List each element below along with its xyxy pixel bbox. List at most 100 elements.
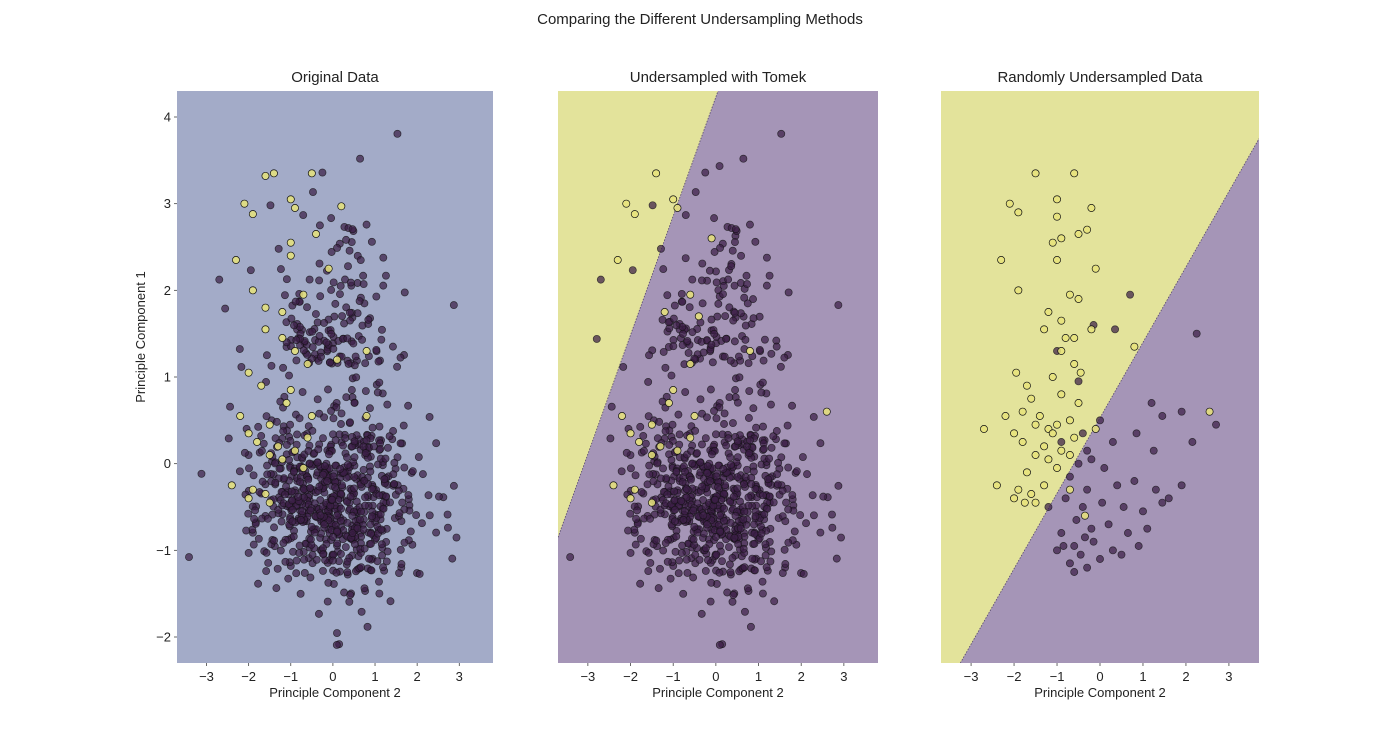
- data-point-minority: [278, 308, 287, 316]
- data-point-minority: [1130, 342, 1139, 351]
- data-point-majority: [345, 246, 354, 255]
- data-point-majority: [379, 563, 387, 572]
- data-point-majority: [1147, 399, 1156, 407]
- x-tick-label: 0: [712, 669, 719, 684]
- data-point-majority: [364, 315, 373, 324]
- x-tick-label: 2: [414, 669, 421, 684]
- data-point-majority: [443, 523, 452, 532]
- data-point-minority: [1053, 420, 1061, 429]
- x-tick-label: −3: [580, 669, 595, 684]
- data-point-majority: [1083, 446, 1092, 455]
- data-point-majority: [377, 540, 386, 549]
- data-point-majority: [656, 474, 665, 483]
- data-point-majority: [749, 314, 758, 323]
- data-point-majority: [408, 467, 417, 476]
- data-point-majority: [271, 478, 280, 487]
- data-point-majority: [357, 607, 366, 616]
- data-point-majority: [368, 423, 377, 432]
- data-point-majority: [320, 520, 329, 529]
- data-point-majority: [242, 526, 251, 535]
- data-point-majority: [659, 265, 668, 274]
- data-point-majority: [745, 436, 754, 445]
- data-point-majority: [596, 275, 605, 284]
- data-point-majority: [308, 327, 317, 336]
- data-point-majority: [357, 563, 366, 572]
- data-point-majority: [640, 447, 648, 455]
- data-point-majority: [667, 456, 676, 464]
- data-point-majority: [749, 404, 758, 413]
- data-point-majority: [352, 497, 361, 506]
- data-point-majority: [319, 434, 327, 443]
- data-point-majority: [240, 448, 249, 457]
- data-point-majority: [729, 492, 738, 501]
- data-point-majority: [711, 495, 720, 504]
- data-point-majority: [678, 297, 687, 306]
- data-point-majority: [336, 549, 345, 558]
- data-point-majority: [280, 490, 289, 499]
- data-point-minority: [291, 446, 299, 455]
- data-point-majority: [375, 491, 384, 500]
- data-point-minority: [1070, 334, 1079, 342]
- figure-title: Comparing the Different Undersampling Me…: [537, 11, 863, 28]
- data-point-majority: [702, 413, 711, 422]
- data-point-majority: [244, 509, 253, 518]
- data-point-majority: [617, 467, 626, 476]
- data-point-majority: [743, 584, 752, 593]
- data-point-minority: [635, 438, 644, 446]
- data-point-minority: [312, 230, 320, 238]
- data-point-majority: [379, 253, 388, 262]
- data-point-majority: [770, 597, 779, 606]
- data-point-majority: [262, 351, 271, 360]
- data-point-minority: [1057, 316, 1066, 325]
- data-point-majority: [661, 363, 670, 372]
- data-point-majority: [799, 569, 808, 578]
- data-point-majority: [656, 564, 664, 573]
- data-point-majority: [333, 629, 341, 638]
- data-point-majority: [315, 259, 324, 268]
- data-point-majority: [778, 569, 787, 578]
- data-point-minority: [286, 251, 295, 260]
- data-point-majority: [731, 225, 740, 234]
- data-point-majority: [312, 555, 321, 564]
- y-tick-label: 4: [164, 110, 171, 125]
- data-point-majority: [1139, 507, 1147, 516]
- data-point-majority: [657, 244, 665, 253]
- data-point-majority: [733, 453, 742, 462]
- data-point-majority: [808, 491, 817, 500]
- data-point-minority: [362, 347, 371, 355]
- x-tick-label: −1: [1050, 669, 1065, 684]
- data-point-majority: [449, 301, 458, 310]
- data-point-minority: [362, 412, 371, 420]
- data-point-majority: [725, 560, 734, 569]
- data-point-majority: [1078, 503, 1087, 511]
- data-point-majority: [701, 168, 710, 177]
- x-tick-label: 2: [1182, 669, 1189, 684]
- data-point-majority: [699, 348, 708, 357]
- data-point-majority: [731, 386, 740, 394]
- data-point-minority: [630, 485, 639, 494]
- data-point-majority: [730, 337, 739, 346]
- data-point-majority: [652, 536, 661, 545]
- data-point-majority: [415, 569, 424, 578]
- data-point-majority: [254, 579, 263, 588]
- data-point-majority: [282, 275, 291, 284]
- data-point-majority: [1098, 498, 1107, 507]
- data-point-majority: [306, 484, 315, 492]
- data-point-majority: [769, 498, 778, 507]
- data-point-majority: [293, 430, 302, 439]
- data-point-majority: [319, 550, 328, 559]
- data-point-majority: [329, 344, 338, 353]
- data-point-majority: [667, 371, 676, 380]
- data-point-majority: [272, 417, 281, 426]
- data-point-majority: [339, 441, 347, 450]
- data-point-majority: [263, 461, 271, 470]
- data-point-majority: [649, 477, 658, 486]
- data-point-minority: [307, 412, 316, 420]
- data-point-minority: [286, 195, 295, 204]
- data-point-majority: [655, 417, 664, 426]
- data-point-majority: [762, 253, 771, 262]
- data-point-majority: [712, 278, 721, 287]
- data-point-majority: [394, 486, 403, 495]
- data-point-majority: [592, 334, 601, 343]
- data-point-majority: [832, 554, 841, 563]
